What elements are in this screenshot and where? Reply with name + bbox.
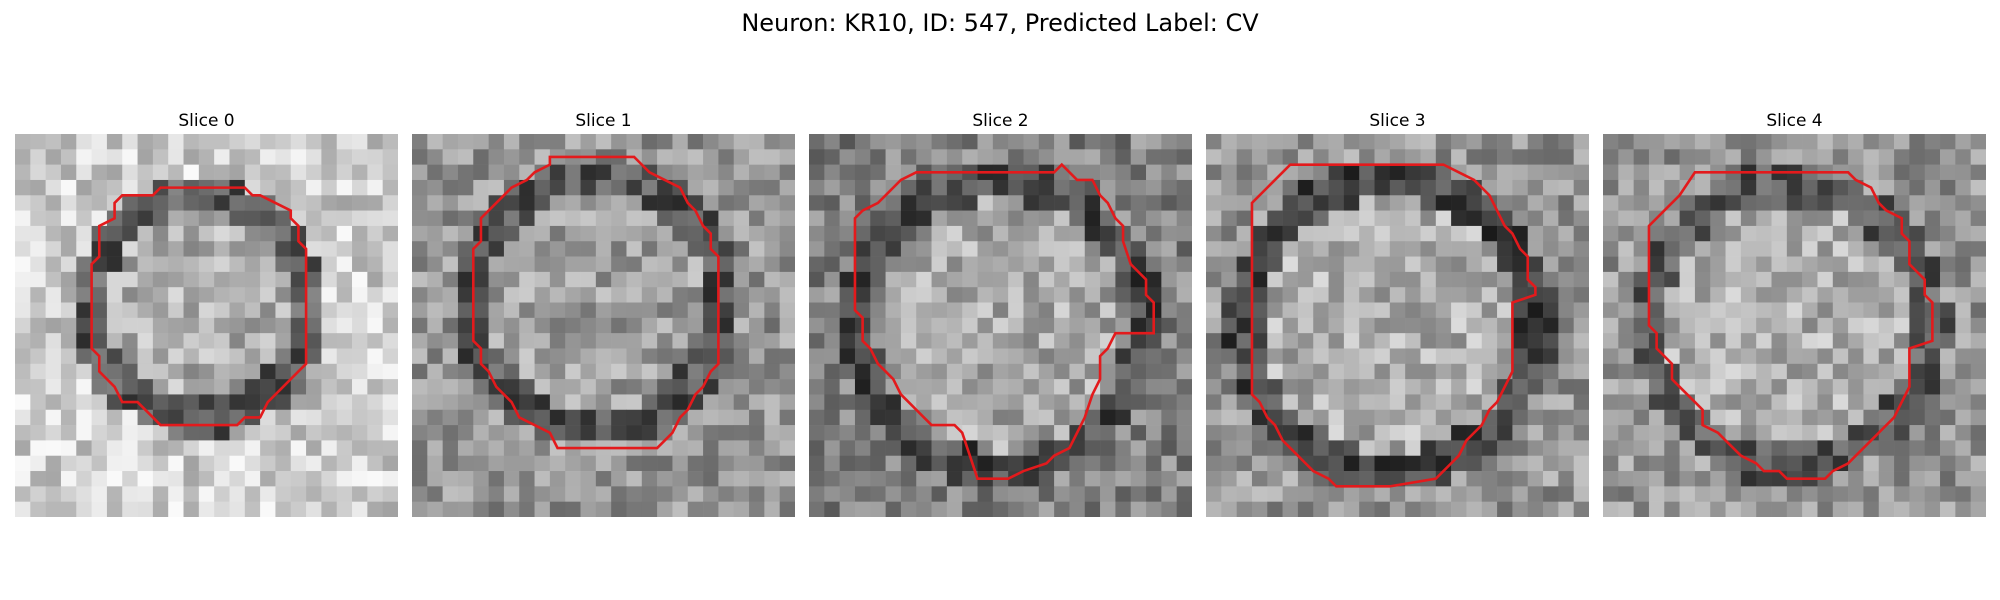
microscopy-image — [809, 134, 1192, 517]
pixel-texture — [809, 134, 1192, 517]
microscopy-image — [1603, 134, 1986, 517]
slice-panel: Slice 2 — [809, 108, 1192, 517]
figure-title: Neuron: KR10, ID: 547, Predicted Label: … — [741, 9, 1259, 37]
segmentation-contour — [1250, 163, 1537, 488]
microscopy-image — [412, 134, 795, 517]
slice-panel: Slice 0 — [15, 108, 398, 517]
pixel-texture — [15, 134, 398, 517]
slice-panel: Slice 4 — [1603, 108, 1986, 517]
pixel-texture — [412, 134, 795, 517]
segmentation-contour — [1647, 170, 1934, 481]
microscopy-image — [15, 134, 398, 517]
pixel-texture — [1603, 134, 1986, 517]
slice-title: Slice 1 — [575, 111, 632, 131]
slice-title: Slice 2 — [972, 111, 1029, 131]
slice-panel: Slice 3 — [1206, 108, 1589, 517]
slice-title: Slice 4 — [1766, 111, 1823, 131]
slice-title: Slice 3 — [1369, 111, 1426, 131]
segmentation-contour — [471, 155, 720, 450]
pixel-texture — [1206, 134, 1589, 517]
slice-title: Slice 0 — [178, 111, 235, 131]
slice-panel: Slice 1 — [412, 108, 795, 517]
microscopy-image — [1206, 134, 1589, 517]
segmentation-contour — [853, 162, 1156, 481]
segmentation-contour — [90, 186, 308, 427]
